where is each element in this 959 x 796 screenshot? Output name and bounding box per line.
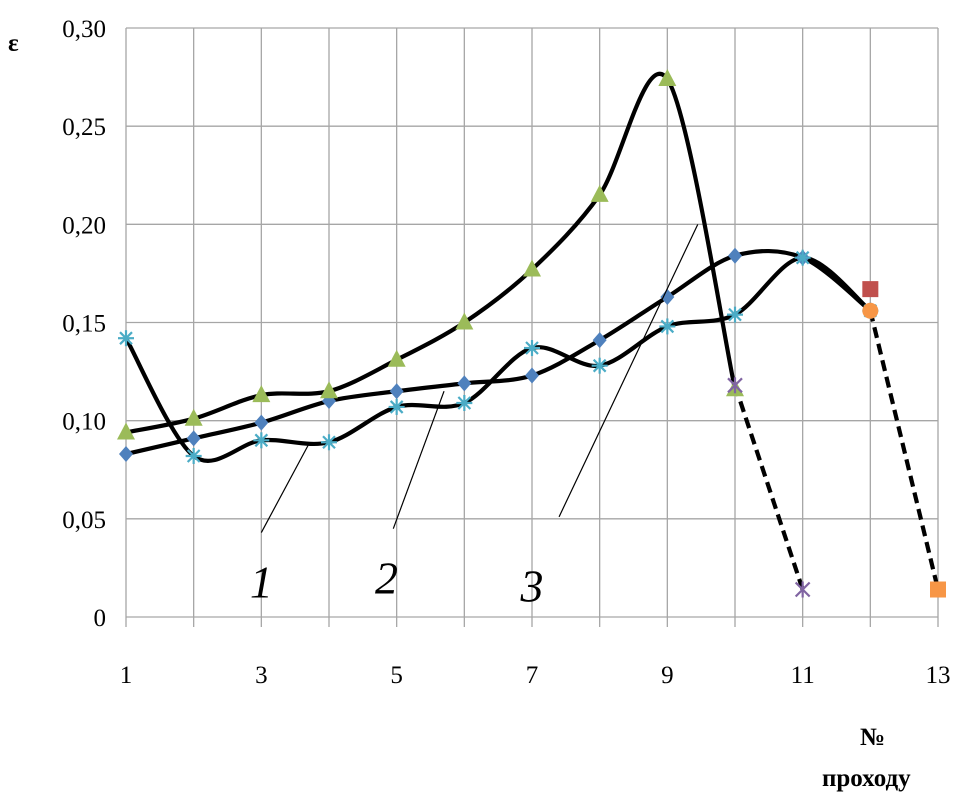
- point-star: [524, 340, 540, 357]
- star-stroke: [254, 433, 269, 448]
- y-tick-label: 0,30: [62, 16, 106, 43]
- point-diamond: [592, 332, 607, 349]
- point-diamond: [525, 367, 539, 384]
- series-line-diamond: [125, 248, 872, 457]
- point-star: [185, 448, 202, 465]
- point-diamond: [660, 288, 675, 305]
- y-tick-label: 0,15: [62, 311, 106, 338]
- point-triangle: [117, 422, 135, 440]
- star-stroke: [186, 449, 201, 463]
- point-triangle: [455, 312, 474, 330]
- series-line-triangle: [125, 71, 738, 435]
- point-triangle: [252, 385, 271, 403]
- star-stroke: [660, 319, 675, 334]
- star-stroke: [322, 435, 336, 450]
- point-cross: [794, 581, 811, 598]
- point-star: [118, 330, 134, 347]
- x-tick-label: 7: [526, 662, 539, 689]
- y-tick-label: 0,05: [62, 507, 106, 534]
- point-star: [253, 432, 270, 449]
- point-triangle: [320, 381, 338, 399]
- point-star: [456, 394, 473, 411]
- point-star: [321, 434, 337, 451]
- star-stroke: [389, 400, 404, 414]
- curve-label-2: 2: [375, 552, 398, 603]
- point-diamond: [119, 446, 133, 463]
- point-diamond: [457, 375, 472, 392]
- point-diamond: [254, 414, 269, 431]
- point-triangle: [590, 184, 609, 202]
- point-triangle: [387, 349, 406, 367]
- y-tick-label: 0: [94, 605, 107, 632]
- leader-line-3: [558, 224, 699, 518]
- y-tick-label: 0,25: [62, 114, 106, 141]
- star-stroke: [457, 396, 472, 410]
- point-diamond: [728, 247, 742, 264]
- point-square: [862, 281, 879, 298]
- point-star: [591, 357, 608, 374]
- point-triangle: [658, 69, 677, 87]
- tick-labels: 00,050,100,150,200,250,301 3 5 7 9 11 13: [62, 16, 950, 689]
- point-diamond: [186, 430, 201, 447]
- point-star: [794, 249, 811, 266]
- star-stroke: [525, 341, 539, 355]
- y-tick-label: 0,10: [62, 409, 106, 436]
- x-tick-label: 5: [390, 662, 403, 689]
- x-tick-label: 3: [255, 662, 268, 689]
- x-tick-label: 9: [661, 662, 674, 689]
- point-circle: [862, 302, 879, 319]
- point-star: [659, 318, 676, 335]
- x-tick-label: 13: [926, 662, 951, 689]
- x-tick-label: 11: [791, 662, 815, 689]
- series-line-star: [124, 255, 872, 463]
- point-cross: [727, 377, 743, 394]
- x-tick-label: 1: [120, 662, 133, 689]
- curve-label-3: 3: [520, 560, 544, 611]
- leader-line-2: [392, 391, 445, 529]
- star-stroke: [795, 250, 810, 265]
- point-triangle: [523, 259, 541, 277]
- star-stroke: [592, 358, 607, 373]
- leader-line-1: [260, 443, 310, 533]
- grid: [125, 27, 939, 627]
- star-stroke: [119, 331, 133, 345]
- x-axis-title-line1: №: [860, 724, 885, 751]
- marker-layer: [117, 69, 946, 598]
- point-diamond: [389, 383, 404, 400]
- series-line-cross: [733, 384, 805, 591]
- curve-labels: 1 2 3: [250, 224, 699, 611]
- point-triangle: [184, 408, 203, 426]
- series-line-circle: [868, 310, 941, 591]
- point-star: [388, 398, 405, 415]
- point-square: [930, 581, 946, 598]
- y-tick-label: 0,20: [62, 212, 106, 239]
- point-star: [727, 306, 743, 323]
- star-stroke: [728, 307, 742, 322]
- curve-label-1: 1: [250, 556, 273, 607]
- y-axis-title: ε: [8, 30, 19, 57]
- x-axis-title-line2: проходу: [822, 765, 911, 792]
